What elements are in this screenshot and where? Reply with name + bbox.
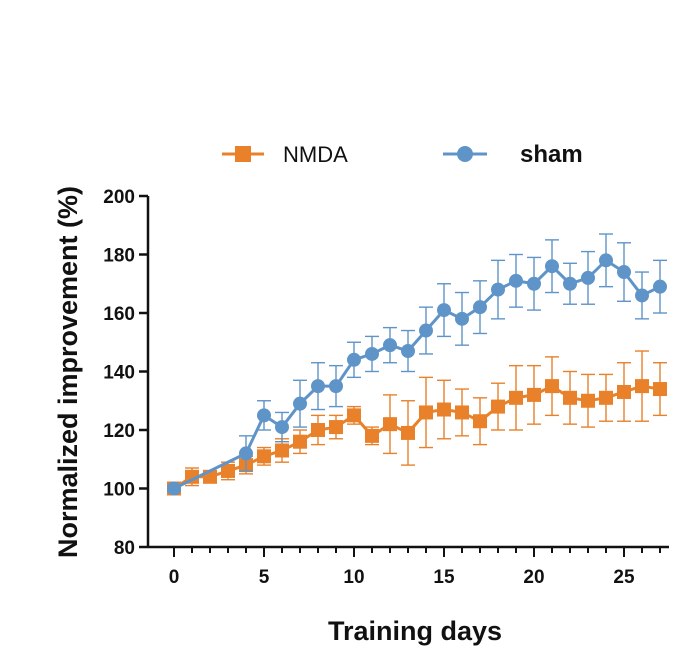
data-point — [635, 379, 649, 394]
legend-label-sham: sham — [520, 141, 583, 168]
data-point — [509, 390, 523, 405]
data-point — [635, 288, 649, 303]
y-tick-label: 160 — [103, 304, 135, 325]
data-point — [329, 379, 343, 394]
data-point — [545, 259, 559, 274]
data-point — [491, 282, 505, 297]
data-point — [653, 382, 667, 397]
data-point — [437, 303, 451, 318]
series-sham — [167, 233, 667, 496]
y-tick-label: 80 — [114, 538, 135, 559]
data-point — [383, 338, 397, 353]
y-tick-label: 120 — [103, 421, 135, 442]
data-point — [581, 393, 595, 408]
data-point — [473, 300, 487, 315]
data-point — [167, 481, 181, 496]
data-point — [329, 420, 343, 435]
x-tick-label: 10 — [343, 567, 364, 588]
data-point — [347, 352, 361, 367]
x-tick-label: 0 — [169, 567, 180, 588]
data-point — [599, 390, 613, 405]
data-point — [527, 276, 541, 291]
data-point — [419, 405, 433, 420]
data-point — [365, 428, 379, 443]
data-point — [293, 396, 307, 411]
data-point — [365, 346, 379, 361]
data-point — [491, 399, 505, 414]
x-tick-label: 20 — [523, 567, 544, 588]
x-axis-title: Training days — [328, 616, 502, 646]
x-tick-label: 5 — [259, 567, 270, 588]
y-axis-title: Normalized improvement (%) — [53, 186, 83, 558]
data-point — [563, 390, 577, 405]
data-point — [563, 276, 577, 291]
data-point — [383, 417, 397, 432]
data-point — [311, 423, 325, 437]
data-point — [437, 402, 451, 417]
data-point — [401, 344, 415, 359]
data-point — [653, 279, 667, 294]
data-point — [311, 379, 325, 394]
data-point — [527, 387, 541, 402]
y-tick-label: 200 — [103, 187, 135, 208]
data-point — [275, 420, 289, 435]
data-point — [581, 270, 595, 285]
data-point — [275, 443, 289, 458]
data-point — [509, 273, 523, 288]
legend-item-nmda: NMDA — [222, 142, 348, 167]
y-tick-label: 180 — [103, 246, 135, 267]
axes: 80 100 120 140 160 180 200 0 5 10 15 20 25 — [103, 187, 669, 588]
data-point — [617, 265, 631, 280]
data-point — [347, 408, 361, 423]
series-layer — [167, 233, 667, 496]
data-point — [293, 434, 307, 449]
data-point — [473, 414, 487, 429]
data-point — [599, 253, 613, 268]
x-tick-label: 25 — [613, 567, 635, 588]
data-point — [257, 408, 271, 423]
data-point — [401, 425, 415, 440]
data-point — [257, 449, 271, 464]
x-tick-label: 15 — [433, 567, 455, 588]
data-point — [239, 446, 253, 461]
data-point — [545, 379, 559, 394]
legend: NMDA sham — [222, 141, 583, 168]
data-point — [221, 463, 235, 478]
legend-item-sham: sham — [443, 141, 583, 168]
y-tick-label: 100 — [103, 480, 135, 501]
legend-marker-nmda — [235, 146, 251, 162]
series-line — [173, 384, 661, 490]
data-point — [617, 384, 631, 399]
series-nmda — [167, 350, 667, 496]
data-point — [455, 311, 469, 326]
data-point — [455, 405, 469, 420]
data-point — [419, 323, 433, 338]
legend-label-nmda: NMDA — [283, 142, 348, 167]
legend-marker-sham — [457, 146, 473, 162]
y-tick-label: 140 — [103, 363, 135, 384]
